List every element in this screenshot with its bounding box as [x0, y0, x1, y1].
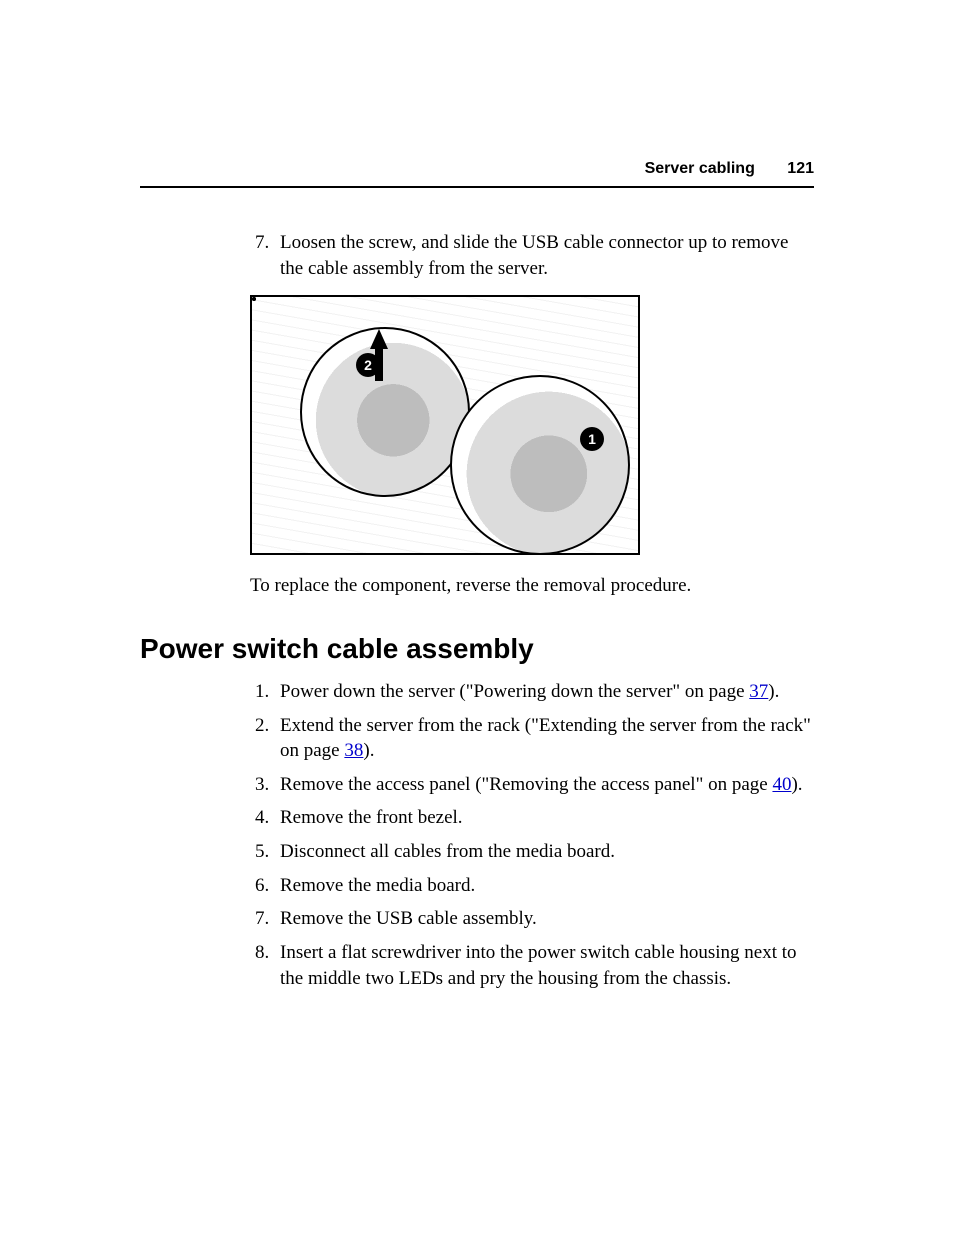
page-xref-link[interactable]: 37: [749, 681, 768, 702]
closing-paragraph: To replace the component, reverse the re…: [250, 573, 814, 599]
step-text: Remove the access panel ("Removing the a…: [280, 774, 772, 795]
header-section-title: Server cabling: [645, 160, 755, 177]
page-xref-link[interactable]: 38: [344, 740, 363, 761]
page: Server cabling 121 Loosen the screw, and…: [0, 0, 954, 1235]
step-text-post: ).: [791, 774, 802, 795]
page-xref-link[interactable]: 40: [772, 774, 791, 795]
step-text: Remove the media board.: [280, 875, 475, 896]
section2-step-7: Remove the USB cable assembly.: [274, 906, 814, 932]
figure-arrow-up-icon: [370, 329, 388, 349]
step-text: Insert a flat screwdriver into the power…: [280, 942, 797, 989]
section2-step-3: Remove the access panel ("Removing the a…: [274, 772, 814, 798]
figure-callout-2-label: 2: [364, 357, 372, 373]
figure-callout-1-label: 1: [588, 431, 596, 447]
section2-step-1: Power down the server ("Powering down th…: [274, 679, 814, 705]
step-text: Disconnect all cables from the media boa…: [280, 841, 615, 862]
figure-magnifier-right: [450, 375, 630, 555]
figure-magnifier-left: [300, 327, 470, 497]
section-heading-power-switch: Power switch cable assembly: [140, 633, 814, 665]
step-text: Remove the front bezel.: [280, 807, 463, 828]
section2-step-8: Insert a flat screwdriver into the power…: [274, 940, 814, 991]
step-text: Power down the server ("Powering down th…: [280, 681, 749, 702]
step-7: Loosen the screw, and slide the USB cabl…: [274, 230, 814, 281]
step-text: Remove the USB cable assembly.: [280, 908, 537, 929]
step-text-post: ).: [363, 740, 374, 761]
header-rule: [140, 186, 814, 188]
step-text-post: ).: [768, 681, 779, 702]
header-page-number: 121: [787, 160, 814, 177]
section2-body: Power down the server ("Powering down th…: [250, 679, 814, 991]
usb-cable-removal-figure: 2 1: [250, 295, 640, 555]
steps-list-continued: Loosen the screw, and slide the USB cabl…: [274, 230, 814, 281]
section2-step-5: Disconnect all cables from the media boa…: [274, 839, 814, 865]
page-content: Loosen the screw, and slide the USB cabl…: [140, 230, 814, 991]
section2-step-4: Remove the front bezel.: [274, 805, 814, 831]
step-7-text: Loosen the screw, and slide the USB cabl…: [280, 232, 788, 279]
continuation-block: Loosen the screw, and slide the USB cabl…: [250, 230, 814, 599]
section2-steps-list: Power down the server ("Powering down th…: [274, 679, 814, 991]
section2-step-2: Extend the server from the rack ("Extend…: [274, 713, 814, 764]
section2-step-6: Remove the media board.: [274, 873, 814, 899]
running-header: Server cabling 121: [140, 160, 814, 184]
